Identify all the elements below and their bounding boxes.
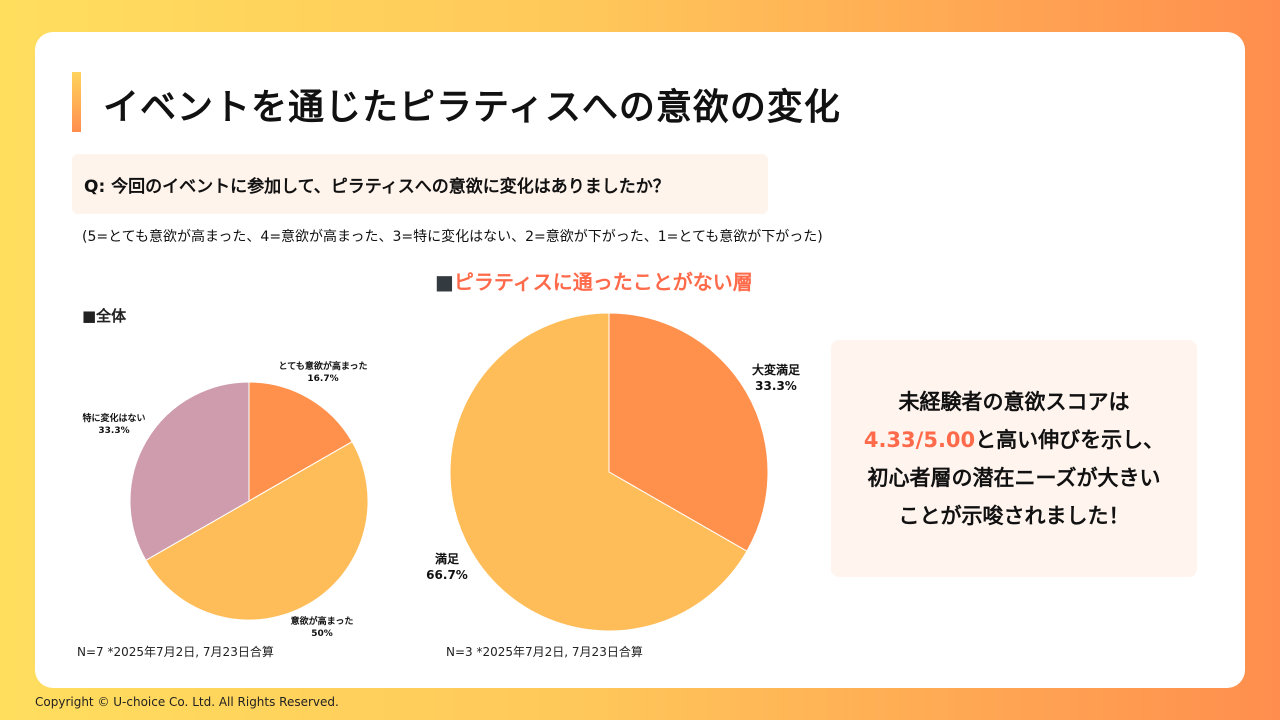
chart1-label-2: 特に変化はない 33.3% — [82, 414, 146, 436]
chart2-label-0: 大変満足 33.3% — [751, 363, 801, 393]
scale-note: (5=とても意欲が高まった、4=意欲が高まった、3=特に変化はない、2=意欲が下… — [82, 229, 823, 245]
chart1-label-0: とても意欲が高まった 16.7% — [278, 362, 368, 384]
copyright: Copyright © U-choice Co. Ltd. All Rights… — [35, 695, 339, 709]
summary-line-3: 初心者層の潜在ニーズが大きい — [867, 465, 1161, 490]
chart2-title-marker: ■ — [435, 270, 454, 294]
summary-box: 未経験者の意欲スコアは 4.33/5.00と高い伸びを示し、 初心者層の潜在ニー… — [831, 340, 1197, 577]
summary-line-4: ことが示唆されました！ — [898, 503, 1130, 528]
chart1-title: ■全体 — [82, 307, 127, 325]
chart1-slice-1 — [145, 441, 369, 621]
title-accent-bar — [72, 72, 81, 132]
question-box: Q: 今回のイベントに参加して、ピラティスへの意欲に変化はありましたか？ — [72, 154, 768, 214]
summary-score: 4.33/5.00 — [863, 427, 976, 452]
chart2-title: ■ピラティスに通ったことがない層 — [435, 266, 753, 295]
chart1-slice-2 — [129, 381, 250, 561]
chart2-label-1: 満足 66.7% — [426, 552, 468, 582]
summary-line-2: 4.33/5.00と高い伸びを示し、 — [863, 427, 1165, 452]
question-text: Q: 今回のイベントに参加して、ピラティスへの意欲に変化はありましたか？ — [84, 176, 670, 197]
chart2-title-text: ピラティスに通ったことがない層 — [453, 270, 753, 294]
chart2-slice-1 — [449, 312, 748, 632]
chart2-slice-0 — [608, 312, 769, 552]
page-title: イベントを通じたピラティスへの意欲の変化 — [103, 87, 841, 128]
summary-line-1: 未経験者の意欲スコアは — [898, 389, 1130, 414]
chart1-note: N=7 *2025年7月2日, 7月23日合算 — [77, 645, 274, 659]
chart1-label-1: 意欲が高まった 50% — [290, 617, 354, 639]
chart1-slice-0 — [248, 381, 353, 502]
chart2-note: N=3 *2025年7月2日, 7月23日合算 — [446, 645, 643, 659]
